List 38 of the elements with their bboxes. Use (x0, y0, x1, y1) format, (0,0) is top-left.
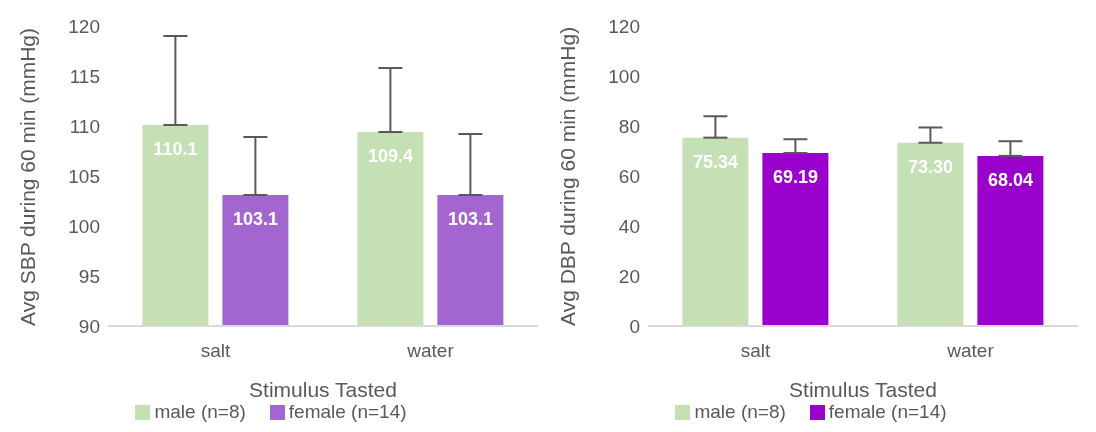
y-tick-label: 90 (78, 315, 100, 337)
y-axis-title: Avg SBP during 60 min (mmHg) (16, 27, 40, 326)
y-tick-label: 40 (618, 215, 640, 237)
data-label: 110.1 (153, 139, 198, 159)
data-label: 75.34 (692, 151, 738, 172)
legend-label: male (n=8) (154, 401, 246, 422)
x-axis-title: Stimulus Tasted (789, 378, 937, 401)
y-tick-label: 95 (78, 265, 100, 287)
y-tick-label: 120 (68, 15, 100, 37)
y-tick-label: 100 (68, 215, 100, 237)
y-tick-label: 60 (618, 165, 640, 187)
y-tick-label: 105 (68, 165, 100, 187)
legend-label: female (n=14) (288, 401, 407, 422)
y-tick-label: 80 (618, 115, 640, 137)
bar (977, 155, 1044, 326)
data-label: 103.1 (447, 209, 493, 229)
x-tick-label: salt (200, 340, 231, 362)
data-label: 68.04 (987, 169, 1033, 190)
legend-label: male (n=8) (694, 401, 786, 422)
data-label: 69.19 (772, 167, 818, 188)
y-tick-label: 100 (608, 65, 640, 87)
bar (682, 137, 749, 326)
data-label: 103.1 (232, 209, 278, 229)
y-tick-label: 120 (608, 15, 640, 37)
x-tick-label: water (406, 340, 455, 362)
y-tick-label: 115 (69, 65, 100, 87)
legend-label: female (n=14) (828, 401, 947, 422)
x-axis-title: Stimulus Tasted (249, 378, 397, 401)
bar (897, 142, 964, 326)
x-tick-label: salt (740, 340, 771, 362)
data-label: 109.4 (367, 146, 413, 166)
y-axis-title: Avg DBP during 60 min (mmHg) (556, 26, 580, 326)
x-tick-label: water (946, 340, 995, 362)
y-tick-label: 20 (618, 265, 640, 287)
data-label: 73.30 (907, 156, 953, 177)
y-tick-label: 0 (629, 315, 640, 337)
y-tick-label: 110 (69, 115, 100, 137)
bar (762, 153, 829, 326)
